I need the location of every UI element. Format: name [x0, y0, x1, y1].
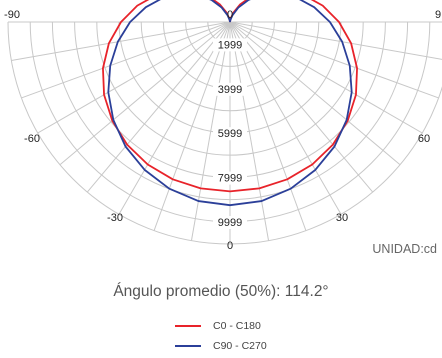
- radial-label-bg: [213, 82, 247, 96]
- series-line-c0-c180: [102, 0, 358, 193]
- radial-tick-label: 1999: [218, 39, 242, 51]
- radial-label-bg: [213, 171, 247, 185]
- unit-label: UNIDAD:cd: [372, 242, 437, 256]
- polar-labels: -90-60-30030609019993999599979999999UNID…: [4, 9, 441, 256]
- grid-spoke: [229, 21, 439, 99]
- radial-label-bg: [213, 38, 247, 52]
- grid-spoke: [86, 21, 231, 193]
- grid-spoke: [229, 21, 442, 60]
- angle-tick-label: 30: [336, 212, 348, 224]
- legend-swatch-c90-c270: [175, 345, 201, 347]
- radial-label-bg: [213, 127, 247, 141]
- angle-tick-label: 60: [418, 133, 430, 145]
- polar-series: [102, 0, 358, 207]
- angle-tick-label: -90: [4, 9, 20, 21]
- grid-spoke: [37, 21, 231, 134]
- radial-tick-label: 5999: [218, 128, 242, 140]
- grid-spoke: [59, 21, 231, 166]
- radial-label-bg: [213, 216, 247, 229]
- polar-chart: -90-60-30030609019993999599979999999UNID…: [4, 0, 442, 256]
- radial-tick-label: 9999: [218, 217, 242, 229]
- radial-tick-label: 7999: [218, 173, 242, 185]
- legend: C0 - C180 C90 - C270: [175, 318, 267, 358]
- angle-tick-label: -30: [107, 212, 123, 224]
- series-line-c90-c270: [107, 0, 353, 207]
- legend-swatch-c0-c180: [175, 325, 201, 327]
- grid-spoke: [153, 21, 231, 231]
- angle-tick-label: 9: [435, 9, 441, 21]
- grid-spoke: [229, 21, 423, 134]
- grid-spoke: [229, 21, 342, 215]
- legend-item-c0-c180: C0 - C180: [175, 318, 267, 334]
- radial-tick-label: 3999: [218, 84, 242, 96]
- angle-tick-label: -60: [24, 133, 40, 145]
- grid-spoke: [229, 21, 374, 193]
- grid-spoke: [21, 21, 231, 99]
- angle-tick-label-bottom: 0: [227, 240, 233, 252]
- grid-spoke: [118, 21, 231, 215]
- legend-label-c90-c270: C90 - C270: [213, 340, 267, 352]
- legend-label-c0-c180: C0 - C180: [213, 320, 261, 332]
- grid-spoke: [11, 21, 231, 62]
- grid-spoke: [229, 21, 307, 231]
- grid-spoke: [190, 21, 231, 241]
- polar-grid: [7, 21, 442, 245]
- grid-spoke: [229, 21, 401, 166]
- angle-tick-label: 0: [227, 9, 233, 21]
- grid-spoke: [229, 21, 270, 241]
- legend-item-c90-c270: C90 - C270: [175, 338, 267, 354]
- average-angle-caption: Ángulo promedio (50%): 114.2°: [113, 283, 329, 300]
